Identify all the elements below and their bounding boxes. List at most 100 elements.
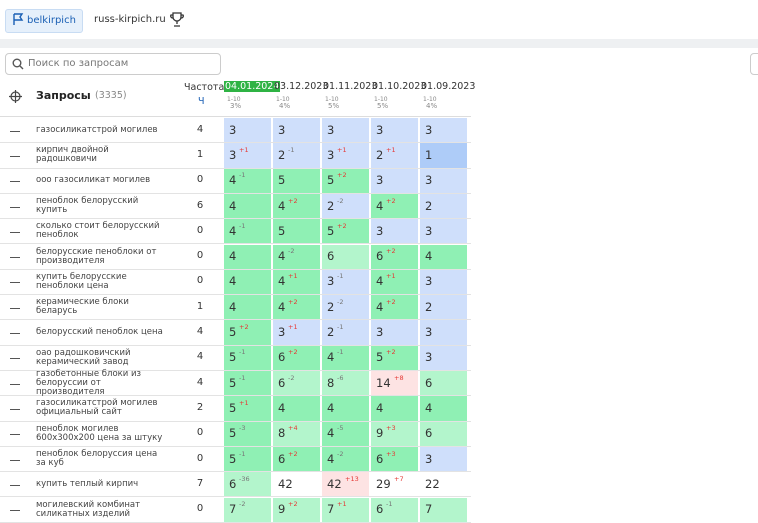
position-delta: -2 [288, 247, 295, 256]
position-cell: 9 +3 [371, 421, 419, 446]
table-row: купить белорусские пеноблоки цена 0 4 4 +1 3-… [0, 269, 471, 296]
position-value: 4 [229, 198, 237, 213]
target-icon[interactable] [9, 90, 22, 103]
position-value: 4 [376, 400, 384, 415]
position-value: 2 [327, 325, 335, 340]
position-cell: 7 +1 [322, 497, 370, 522]
position-delta: +2 [386, 196, 396, 205]
position-value: 5 [229, 400, 237, 415]
position-delta: -1 [239, 449, 246, 458]
separator [0, 39, 758, 48]
row-action[interactable] [10, 206, 20, 208]
row-action[interactable] [10, 434, 20, 436]
position-value: 5 [229, 350, 237, 365]
table-row: оао радошковичский керамический завод 4 5-… [0, 345, 471, 371]
position-cell: 2 -2 [322, 193, 370, 219]
frequency: 4 [196, 123, 204, 135]
position-value: 7 [229, 502, 237, 517]
row-action[interactable] [10, 155, 20, 157]
position-delta: +4 [288, 424, 298, 433]
position-cell: 8 -6 [322, 371, 370, 396]
position-value: 3 [327, 147, 335, 162]
position-value: 2 [278, 147, 286, 162]
query-text: керамические блоки беларусь [36, 297, 129, 317]
position-delta: -1 [288, 145, 295, 154]
pct-label: 4% [279, 102, 291, 110]
position-value: 6 [425, 375, 433, 390]
row-action[interactable] [10, 231, 20, 233]
frequency: 0 [196, 224, 204, 236]
position-delta: +1 [288, 323, 298, 332]
position-cell: 3 [371, 118, 419, 143]
position-cell: 4 -1 [322, 345, 370, 370]
row-action[interactable] [10, 130, 20, 132]
position-value: 4 [229, 173, 237, 188]
search-box[interactable]: Поиск по запросам [5, 53, 221, 75]
row-action[interactable] [10, 358, 20, 360]
position-value: 4 [425, 400, 433, 415]
button[interactable] [750, 53, 758, 75]
position-cell: 4 -2 [322, 446, 370, 472]
queries-label[interactable]: Запросы [36, 89, 91, 102]
position-cell: 4 +2 [273, 295, 321, 320]
position-value: 5 [229, 451, 237, 466]
position-cell: 9 +2 [273, 497, 321, 522]
position-value: 3 [278, 325, 286, 340]
position-value: 6 [376, 249, 384, 264]
flag-icon [13, 13, 24, 25]
row-action[interactable] [10, 307, 20, 309]
position-delta: +2 [288, 348, 298, 357]
position-delta: -1 [337, 323, 344, 332]
table-row: газобетонные блоки из белоруссии от прои… [0, 369, 471, 397]
position-value: 4 [229, 223, 237, 238]
position-delta: -36 [239, 474, 250, 483]
row-action[interactable] [10, 257, 20, 259]
position-cell: 4 [322, 396, 370, 421]
row-action[interactable] [10, 333, 20, 335]
date-label[interactable]: 03.12.2023 [274, 81, 329, 92]
tab-label: belkirpich [27, 15, 76, 26]
position-cell: 4 [420, 396, 468, 421]
position-value: 5 [229, 325, 237, 340]
position-delta: +1 [386, 145, 396, 154]
pct-label: 3% [230, 102, 242, 110]
frequency: 6 [196, 199, 204, 211]
table-row: керамические блоки беларусь 1 4 4 +2 2 -2 4 +2 2 [0, 295, 471, 321]
frequency: 0 [196, 174, 204, 186]
position-cell: 7 [420, 497, 468, 522]
row-action[interactable] [10, 181, 20, 183]
row-action[interactable] [10, 510, 20, 512]
position-cell: 6 +2 [371, 244, 419, 269]
position-cell: 2 [420, 193, 468, 219]
date-label[interactable]: 01.09.2023 [421, 81, 476, 92]
position-value: 4 [327, 451, 335, 466]
tab[interactable]: russ-kirpich.ru [88, 9, 172, 31]
row-action[interactable] [10, 484, 20, 486]
pct-label: 4% [426, 102, 438, 110]
range-label: 1-10 [325, 96, 339, 103]
frequency: 0 [196, 275, 204, 287]
position-cell: 3 +1 [322, 143, 370, 168]
query-text: купить теплый кирпич [36, 478, 139, 489]
date-label[interactable]: 01.10.2023 [372, 81, 427, 92]
position-value: 2 [425, 299, 433, 314]
freq-sub[interactable]: Ч [198, 96, 205, 107]
row-action[interactable] [10, 459, 20, 461]
tab[interactable]: belkirpich [5, 9, 83, 33]
date-label[interactable]: 01.11.2023 [323, 81, 378, 92]
position-cell: 4 -1 [224, 219, 272, 244]
position-value: 42 [327, 476, 342, 491]
position-cell: 5 [273, 168, 321, 193]
trophy-icon[interactable] [170, 12, 184, 28]
position-cell: 4 [224, 295, 272, 320]
position-delta: +1 [337, 145, 347, 154]
search-placeholder: Поиск по запросам [28, 58, 129, 69]
pct-label: 5% [328, 102, 340, 110]
freq-label[interactable]: Частота [184, 82, 225, 93]
row-action[interactable] [10, 383, 20, 385]
position-value: 6 [327, 249, 335, 264]
pct-label: 5% [377, 102, 389, 110]
row-action[interactable] [10, 282, 20, 284]
date-label[interactable]: 04.01.2024 [224, 81, 281, 92]
row-action[interactable] [10, 408, 20, 410]
